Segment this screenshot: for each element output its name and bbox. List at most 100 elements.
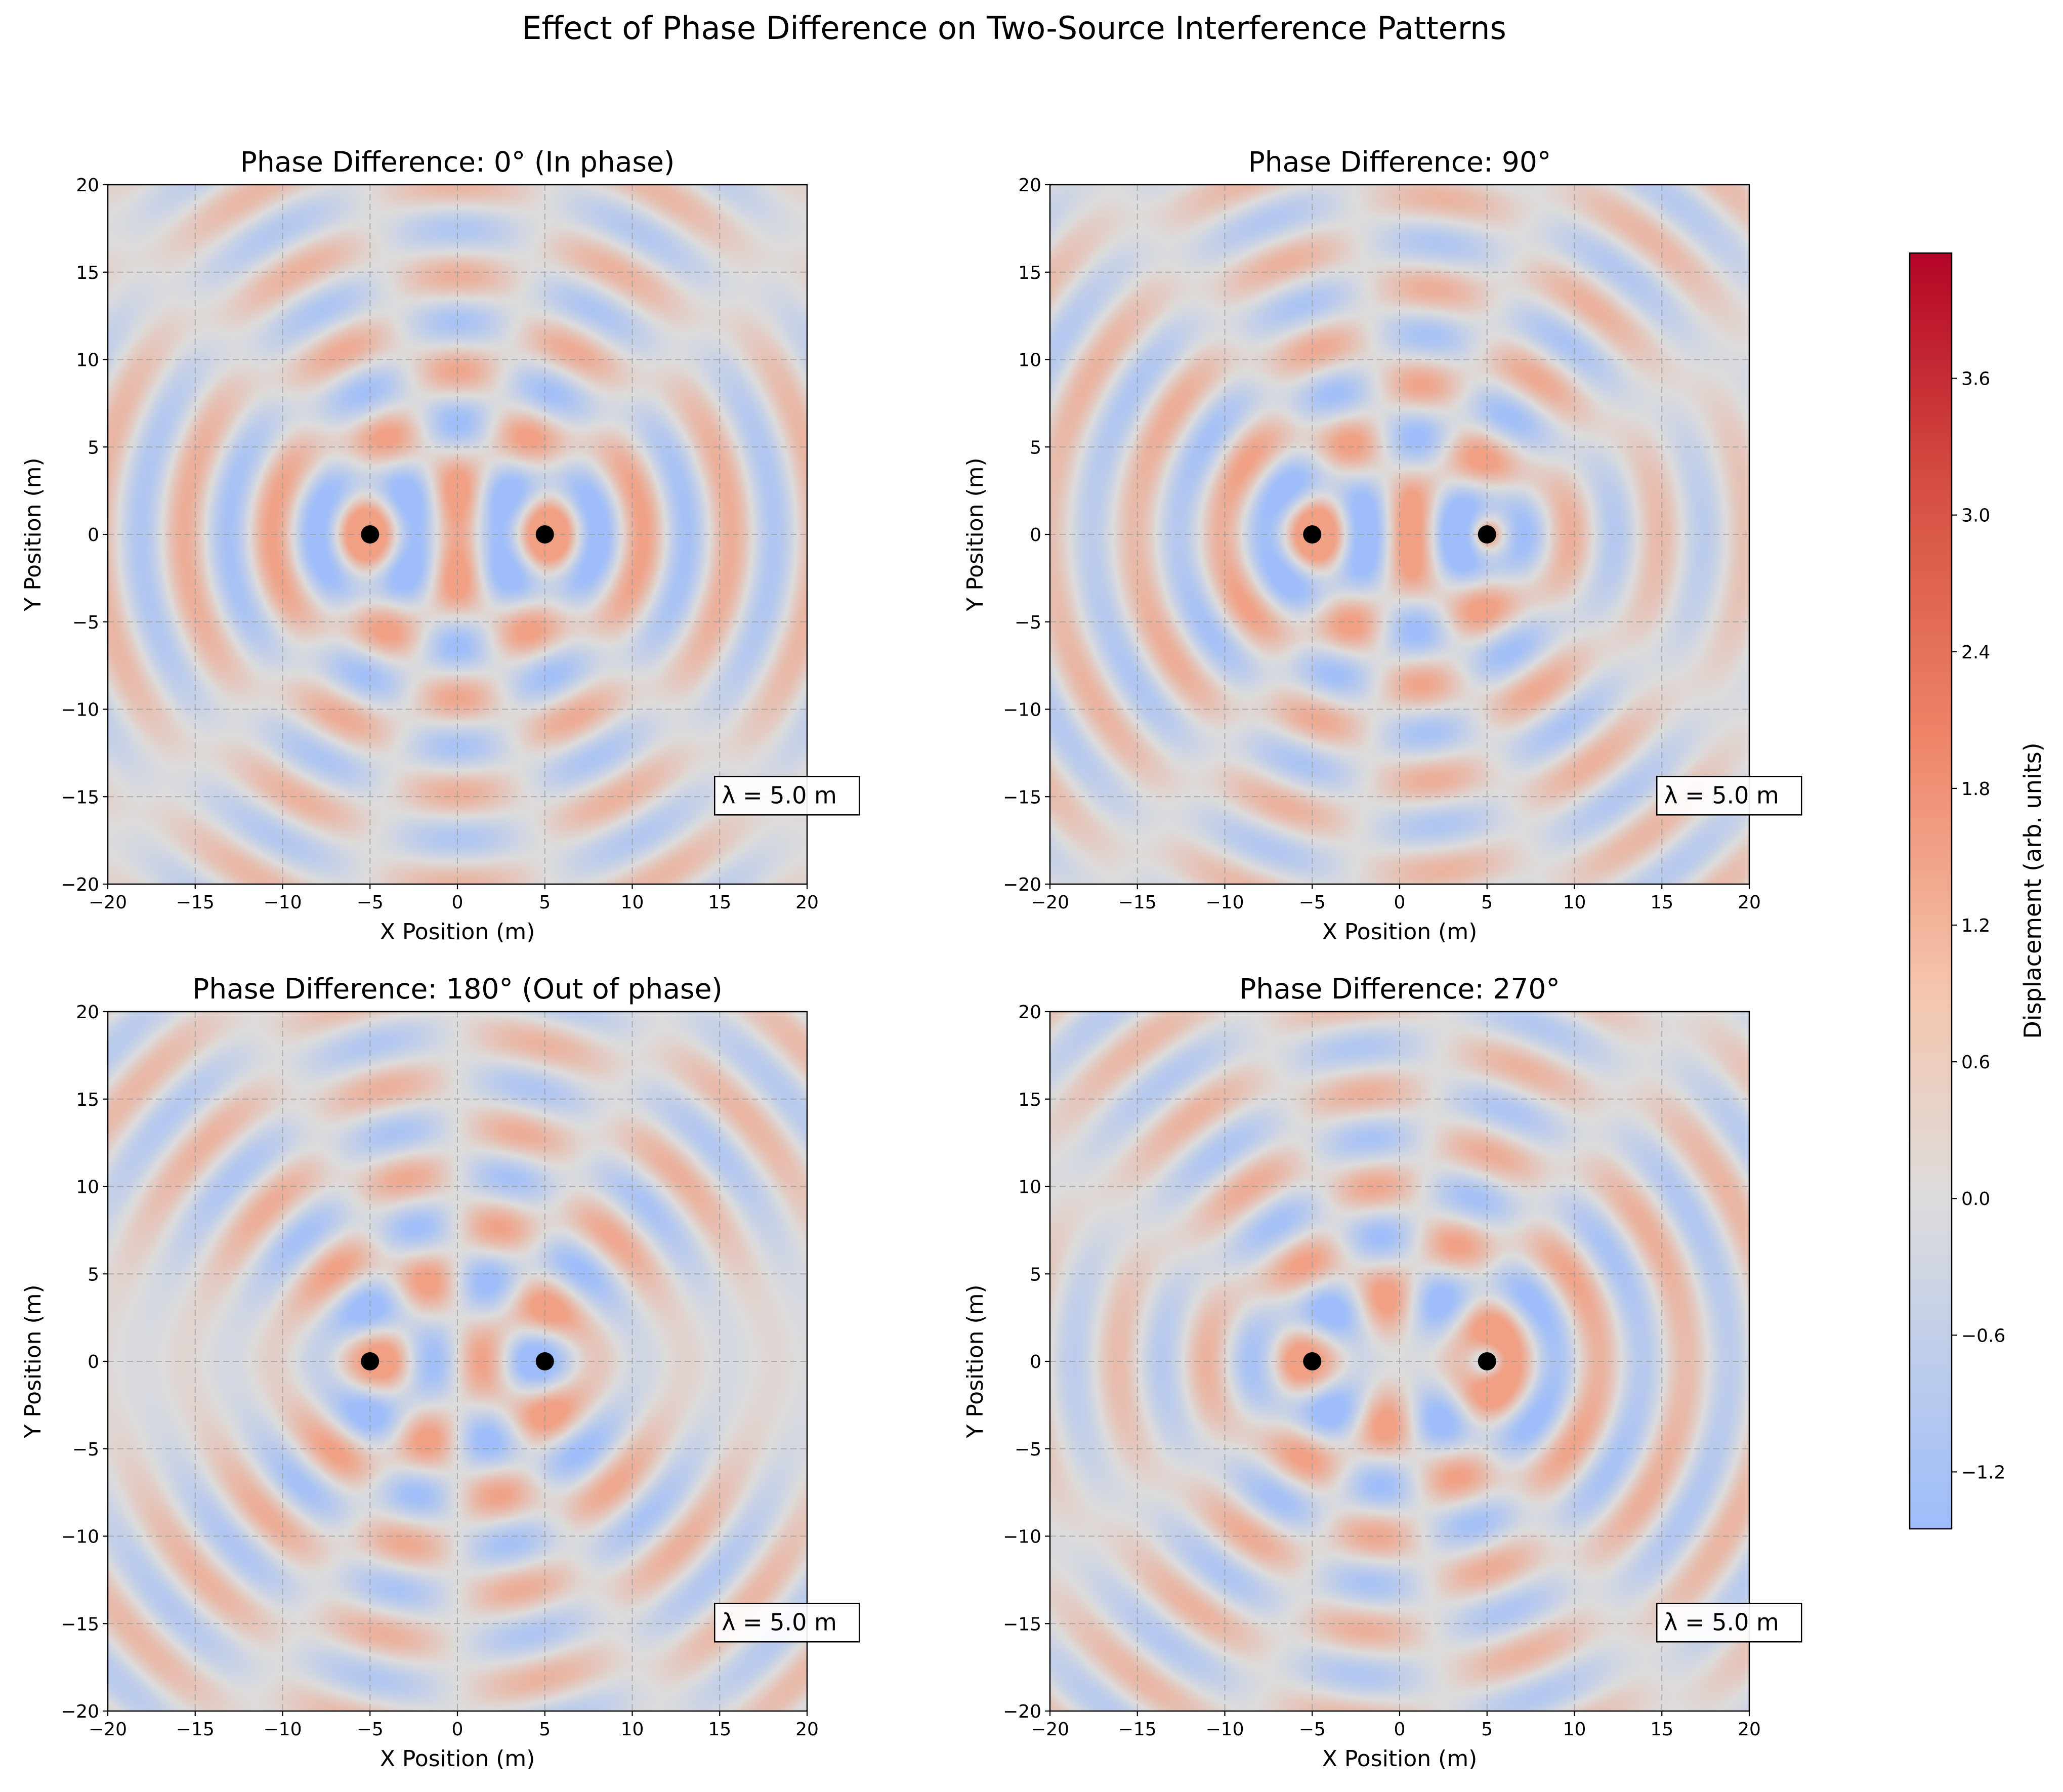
annotation-box — [1656, 1603, 1802, 1643]
colorbar-tick-label: 0.6 — [1961, 1052, 1990, 1073]
y-tick-label: −15 — [1003, 1614, 1041, 1635]
x-tick-label: −10 — [264, 892, 302, 913]
y-tick-label: 20 — [76, 175, 99, 196]
subplot-title: Phase Difference: 270° — [1239, 973, 1560, 1005]
annotation-text: λ = 5.0 m — [1664, 1608, 1779, 1636]
x-axis-label: X Position (m) — [1322, 1746, 1478, 1772]
y-tick-label: 0 — [1030, 525, 1041, 546]
y-tick-label: −20 — [1003, 1701, 1041, 1722]
subplot-3: −20 −15 −10 −5 0 5 10 15 20 −20 −15 −10 −5 0 5 10 15 20 Ph… — [20, 973, 860, 1772]
grid — [108, 185, 807, 884]
y-axis-label: Y Position (m) — [20, 457, 46, 611]
x-tick-label: 5 — [1481, 1719, 1493, 1740]
x-tick-label: 0 — [452, 1719, 464, 1740]
x-tick-label: 15 — [1650, 1719, 1673, 1740]
annotation-box — [714, 1603, 860, 1643]
source-point-1 — [361, 525, 380, 544]
annotation-text: λ = 5.0 m — [1664, 781, 1779, 809]
x-tick-label: 5 — [1481, 892, 1493, 913]
colorbar-label: Displacement (arb. units) — [2019, 742, 2046, 1038]
subplot-grid: −20 −15 −10 −5 0 5 10 15 20 −20 −15 −10 −5 0 5 10 15 20 Ph… — [20, 146, 1802, 1772]
x-tick-label: −10 — [264, 1719, 302, 1740]
y-tick-label: 5 — [88, 437, 99, 458]
wavelength-annotation: λ = 5.0 m — [1656, 1603, 1802, 1643]
subplot-1: −20 −15 −10 −5 0 5 10 15 20 −20 −15 −10 −5 0 5 10 15 20 Ph… — [20, 146, 860, 945]
source-point-2 — [1478, 1352, 1496, 1370]
colorbar-tick-label: 0.0 — [1961, 1189, 1990, 1210]
x-tick-label: −5 — [357, 892, 384, 913]
x-tick-label: 5 — [539, 892, 551, 913]
subplot-4: −20 −15 −10 −5 0 5 10 15 20 −20 −15 −10 −5 0 5 10 15 20 Ph… — [962, 973, 1802, 1772]
x-tick-label: 5 — [539, 1719, 551, 1740]
x-axis-label: X Position (m) — [1322, 919, 1478, 945]
x-tick-label: 15 — [708, 1719, 731, 1740]
x-tick-label: 0 — [1394, 1719, 1406, 1740]
subplot-title: Phase Difference: 90° — [1248, 146, 1551, 178]
y-axis-label: Y Position (m) — [962, 457, 988, 611]
source-point-2 — [535, 525, 554, 544]
y-tick-label: 10 — [1018, 1177, 1041, 1198]
x-tick-label: −5 — [357, 1719, 384, 1740]
y-tick-label: 5 — [1030, 437, 1041, 458]
x-tick-label: 10 — [621, 1719, 644, 1740]
y-axis-label: Y Position (m) — [20, 1284, 46, 1438]
y-tick-label: −10 — [61, 1527, 99, 1548]
x-tick-label: −15 — [176, 1719, 215, 1740]
x-tick-label: 0 — [1394, 892, 1406, 913]
x-tick-label: 20 — [795, 892, 819, 913]
x-tick-label: 20 — [1738, 1719, 1761, 1740]
subplot-2: −20 −15 −10 −5 0 5 10 15 20 −20 −15 −10 −5 0 5 10 15 20 Ph… — [962, 146, 1802, 945]
y-tick-label: 10 — [1018, 350, 1041, 371]
x-axis-label: X Position (m) — [380, 1746, 535, 1772]
y-tick-label: 20 — [1018, 175, 1041, 196]
x-tick-label: −15 — [1118, 1719, 1157, 1740]
annotation-text: λ = 5.0 m — [722, 781, 837, 809]
colorbar-tick-label: 3.0 — [1961, 506, 1990, 526]
wavelength-annotation: λ = 5.0 m — [1656, 776, 1802, 816]
y-tick-label: −5 — [72, 612, 99, 633]
colorbar-tick-label: 1.2 — [1961, 915, 1990, 936]
x-tick-label: −15 — [176, 892, 215, 913]
colorbar-tick-label: 1.8 — [1961, 779, 1990, 800]
source-point-1 — [361, 1352, 380, 1370]
y-tick-label: −20 — [61, 874, 99, 895]
grid — [1050, 185, 1749, 884]
y-tick-label: −5 — [72, 1439, 99, 1460]
y-tick-label: −20 — [1003, 874, 1041, 895]
colorbar-tick-label: 3.6 — [1961, 369, 1990, 390]
x-tick-label: 15 — [708, 892, 731, 913]
y-tick-label: −5 — [1015, 1439, 1041, 1460]
source-point-1 — [1303, 1352, 1322, 1370]
y-tick-label: 5 — [88, 1264, 99, 1285]
annotation-box — [714, 776, 860, 816]
y-tick-label: 0 — [88, 1352, 99, 1372]
y-axis-label: Y Position (m) — [962, 1284, 988, 1438]
source-point-2 — [1478, 525, 1496, 544]
y-tick-label: 0 — [1030, 1352, 1041, 1372]
x-tick-label: −20 — [1031, 892, 1069, 913]
subplot-title: Phase Difference: 180° (Out of phase) — [192, 973, 723, 1005]
source-point-2 — [535, 1352, 554, 1370]
x-axis-label: X Position (m) — [380, 919, 535, 945]
x-tick-label: −20 — [1031, 1719, 1069, 1740]
x-tick-label: −5 — [1299, 1719, 1326, 1740]
x-tick-label: −5 — [1299, 892, 1326, 913]
x-tick-label: −15 — [1118, 892, 1157, 913]
x-tick-label: 0 — [452, 892, 464, 913]
x-tick-label: 10 — [621, 892, 644, 913]
y-tick-label: 15 — [1018, 1090, 1041, 1110]
x-tick-label: −20 — [89, 892, 127, 913]
y-tick-label: 15 — [76, 263, 99, 283]
y-tick-label: −20 — [61, 1701, 99, 1722]
colorbar-tick-label: −0.6 — [1961, 1325, 2005, 1346]
y-tick-label: −10 — [1003, 1527, 1041, 1548]
y-tick-label: 15 — [1018, 263, 1041, 283]
y-tick-label: −10 — [61, 700, 99, 721]
figure-title: Effect of Phase Difference on Two-Source… — [522, 10, 1506, 47]
x-tick-label: −10 — [1206, 1719, 1244, 1740]
y-tick-label: 5 — [1030, 1264, 1041, 1285]
y-tick-label: −15 — [1003, 787, 1041, 808]
colorbar-tick-label: 2.4 — [1961, 642, 1990, 663]
wavelength-annotation: λ = 5.0 m — [714, 776, 860, 816]
